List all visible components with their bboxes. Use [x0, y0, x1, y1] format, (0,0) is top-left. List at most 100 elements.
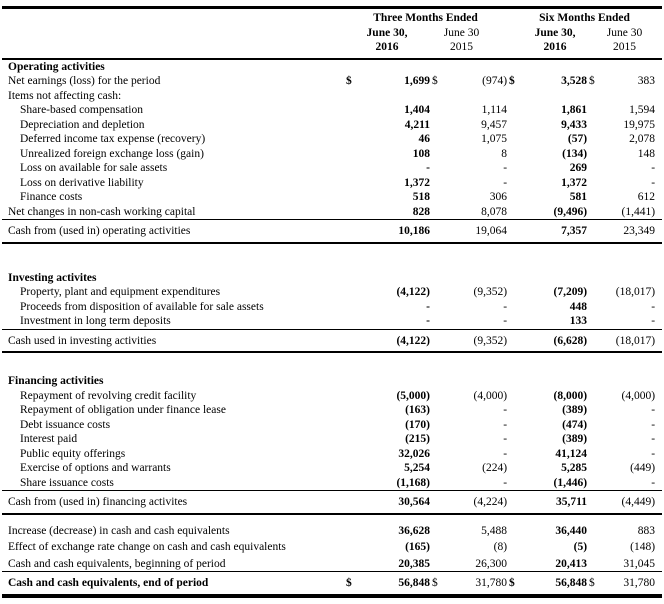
row-label: Increase (decrease) in cash and cash equ… — [8, 524, 230, 537]
value-cell: - — [651, 433, 656, 445]
dollar-sign — [344, 103, 360, 118]
table-row: Proceeds from disposition of available f… — [2, 300, 662, 315]
grand-total-row: Cash and cash equivalents, end of period… — [2, 571, 663, 598]
value-cell: 31,045 — [623, 557, 656, 570]
table-row: Share-based compensation 1,404 1,114 1,861 1… — [2, 103, 662, 118]
row-label: Net changes in non-cash working capital — [8, 205, 196, 218]
value-cell: 7,357 — [521, 219, 588, 244]
dollar-sign — [344, 432, 360, 447]
value-cell: 306 — [489, 191, 508, 203]
value-cell — [360, 89, 430, 104]
dollar-sign — [430, 300, 442, 315]
value-cell: 1,594 — [629, 104, 656, 116]
value-cell: - — [651, 300, 656, 313]
row-label: Proceeds from disposition of available f… — [20, 300, 264, 313]
header-date-line: June 30, — [366, 26, 408, 39]
dollar-sign — [507, 418, 521, 433]
value-cell: (9,496) — [553, 205, 588, 218]
dollar-sign: $ — [507, 571, 522, 598]
value-cell: (4,000) — [473, 389, 508, 402]
dollar-sign — [344, 522, 360, 539]
row-label: Share issuance costs — [20, 476, 114, 489]
row-label: Cash and cash equivalents, beginning of … — [8, 557, 226, 570]
dollar-sign — [344, 555, 360, 572]
value-cell: 5,488 — [481, 524, 508, 537]
dollar-sign — [344, 328, 360, 353]
row-label: Share-based compensation — [20, 104, 143, 116]
value-cell: 9,433 — [561, 118, 588, 131]
dollar-sign — [587, 176, 599, 191]
value-cell: (134) — [562, 147, 588, 160]
dollar-sign — [344, 147, 360, 162]
dollar-sign — [587, 314, 599, 329]
dollar-sign — [344, 219, 360, 244]
value-cell: 5,254 — [404, 462, 430, 474]
value-cell: 1,699 — [404, 75, 430, 87]
dollar-sign — [430, 403, 442, 418]
value-cell: 5,285 — [561, 462, 588, 474]
header-year-line: 2015 — [450, 41, 474, 53]
dollar-sign — [430, 389, 442, 404]
value-cell: 9,457 — [481, 118, 508, 131]
value-cell: 36,628 — [398, 524, 430, 537]
dollar-sign — [587, 132, 599, 147]
value-cell: - — [651, 476, 656, 489]
dollar-sign — [507, 522, 521, 539]
row-label: Loss on derivative liability — [20, 176, 144, 189]
dollar-sign — [507, 103, 521, 118]
value-cell: 56,848 — [521, 571, 588, 598]
header-year-line: 2016 — [543, 41, 567, 53]
table-row: Increase (decrease) in cash and cash equ… — [2, 522, 662, 539]
dollar-sign — [344, 447, 360, 462]
dollar-sign — [587, 476, 599, 491]
table-row: Repayment of revolving credit facility (5… — [2, 389, 662, 404]
dollar-sign — [344, 490, 360, 515]
value-cell: (215) — [405, 433, 430, 445]
value-cell: 20,413 — [555, 557, 588, 570]
value-cell: 19,064 — [442, 219, 508, 244]
value-cell: 883 — [637, 524, 656, 537]
value-cell: (9,352) — [442, 328, 508, 353]
dollar-sign — [587, 447, 599, 462]
value-cell: 108 — [412, 147, 430, 160]
value-cell: 2,078 — [629, 133, 656, 145]
dollar-sign — [430, 205, 442, 220]
dollar-sign — [587, 205, 599, 220]
value-cell: 1,114 — [481, 104, 508, 116]
value-cell: 383 — [637, 75, 656, 87]
row-label: Loss on available for sale assets — [20, 162, 168, 174]
value-cell: 31,780 — [599, 571, 663, 598]
row-label: Cash and cash equivalents, end of period — [2, 571, 344, 598]
value-cell: - — [503, 418, 508, 431]
dollar-sign — [344, 190, 360, 205]
dollar-sign — [507, 190, 521, 205]
dollar-sign — [344, 132, 360, 147]
value-cell: 518 — [412, 191, 430, 203]
dollar-sign — [344, 538, 360, 555]
value-cell: 1,075 — [481, 133, 508, 145]
dollar-sign — [344, 118, 360, 133]
dollar-sign — [587, 403, 599, 418]
header-date-line: June 30 — [606, 26, 643, 39]
value-cell: (170) — [405, 418, 430, 431]
header-three-months-ended: Three Months Ended — [373, 12, 478, 24]
value-cell: (474) — [562, 418, 588, 431]
dollar-sign — [587, 300, 599, 315]
dollar-sign — [507, 205, 521, 220]
dollar-sign — [587, 389, 599, 404]
dollar-sign: $ — [430, 571, 442, 598]
value-cell: 35,711 — [521, 490, 588, 515]
dollar-sign — [507, 328, 522, 353]
value-cell: 3,528 — [561, 75, 588, 87]
dollar-sign — [430, 555, 442, 572]
dollar-sign — [344, 418, 360, 433]
spacer-row — [2, 243, 662, 271]
dollar-sign — [587, 89, 599, 104]
header-col-three-months-2015: June 30 2015 — [430, 25, 508, 60]
value-cell: 19,975 — [623, 118, 656, 131]
dollar-sign — [344, 403, 360, 418]
table-row: Depreciation and depletion 4,211 9,457 9,43… — [2, 118, 662, 133]
value-cell: 23,349 — [599, 219, 663, 244]
row-label: Net earnings (loss) for the period — [8, 75, 161, 87]
